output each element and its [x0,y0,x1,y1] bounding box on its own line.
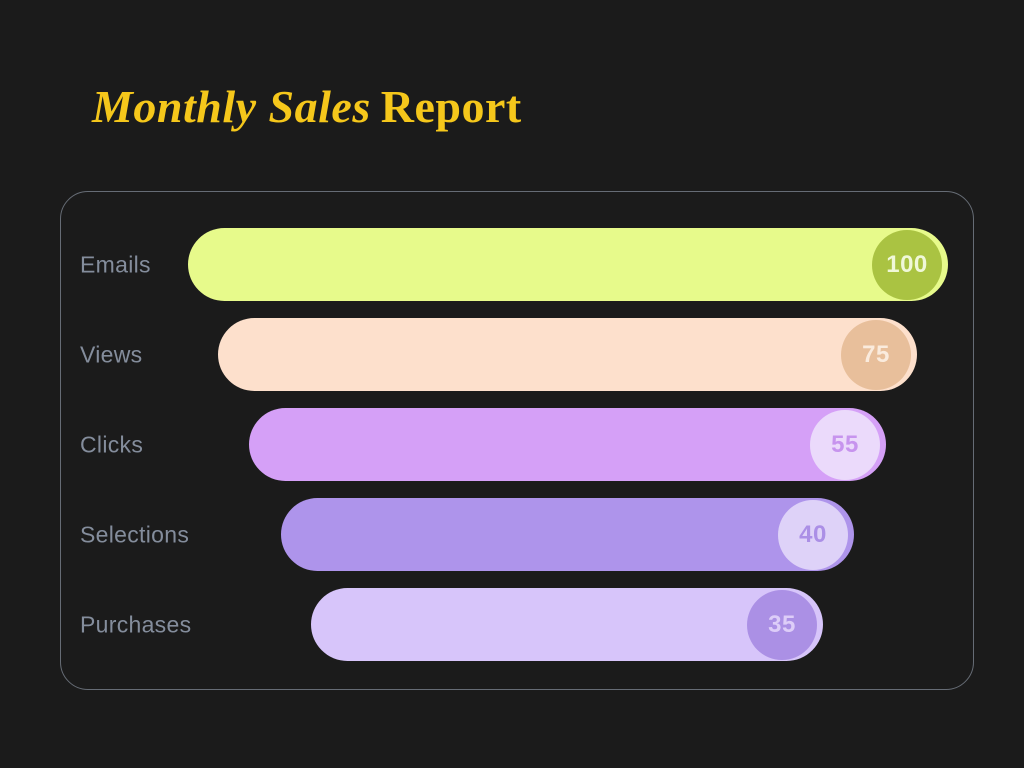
funnel-row-purchases: Purchases 35 [61,588,973,661]
funnel-bar-selections: 40 [281,498,854,571]
value-badge-views: 75 [841,319,911,390]
category-label-views: Views [80,341,143,367]
funnel-bar-clicks: 55 [249,408,886,481]
value-badge-emails: 100 [872,229,942,300]
funnel-row-views: Views 75 [61,318,973,391]
funnel-chart-card: Emails 100 Views 75 Clicks 55 Selections 40 Purc… [60,191,974,690]
funnel-bar-views: 75 [218,318,917,391]
value-badge-clicks: 55 [810,409,880,480]
category-label-emails: Emails [80,251,151,277]
category-label-clicks: Clicks [80,431,144,457]
page-title: Monthly Sales Report [92,80,522,133]
category-label-selections: Selections [80,521,190,547]
page-title-italic-part: Monthly Sales [92,81,371,132]
funnel-row-selections: Selections 40 [61,498,973,571]
category-label-purchases: Purchases [80,611,192,637]
funnel-bar-purchases: 35 [311,588,823,661]
funnel-row-clicks: Clicks 55 [61,408,973,481]
value-badge-purchases: 35 [747,589,817,660]
funnel-row-emails: Emails 100 [61,228,973,301]
value-badge-selections: 40 [778,499,848,570]
page-title-regular-part: Report [380,81,522,132]
funnel-bar-emails: 100 [188,228,948,301]
